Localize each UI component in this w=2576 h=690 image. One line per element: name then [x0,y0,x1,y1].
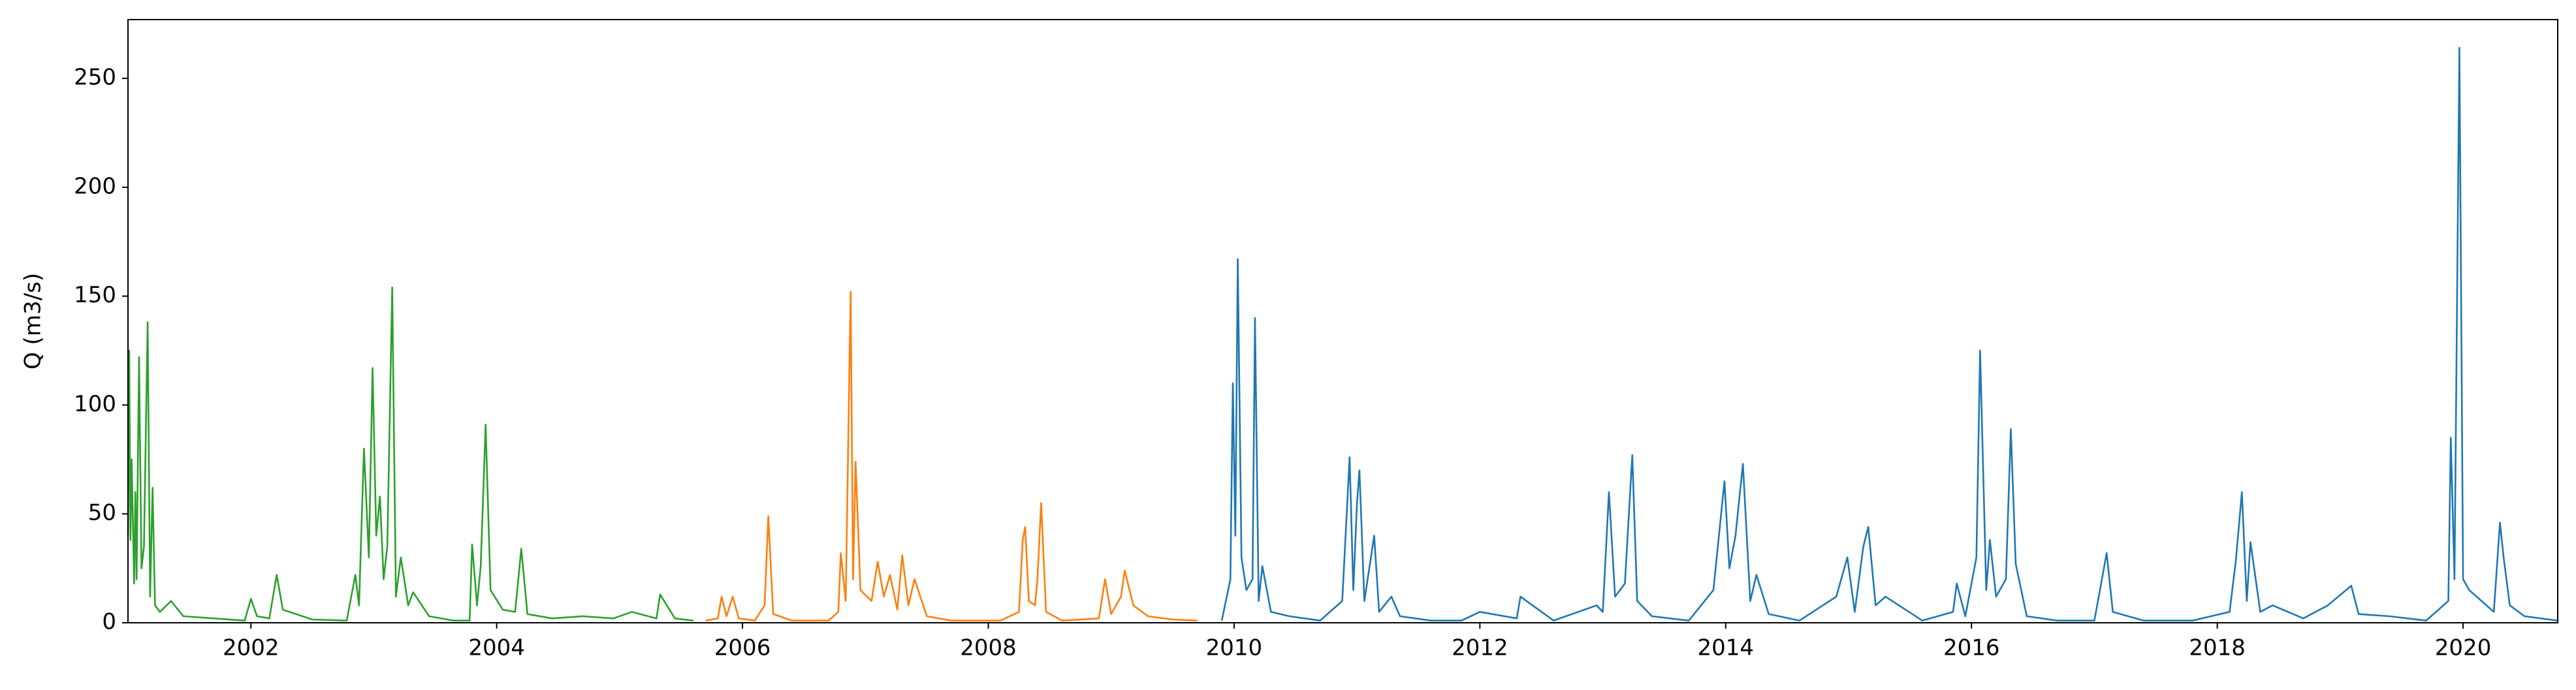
x-tick-label: 2002 [223,635,279,661]
x-tick-label: 2012 [1452,635,1508,661]
x-tick-label: 2018 [2189,635,2246,661]
x-tick-label: 2004 [468,635,525,661]
x-tick-label: 2008 [960,635,1017,661]
y-tick-label: 100 [74,391,116,417]
x-tick-label: 2016 [1943,635,2000,661]
y-tick-label: 250 [74,65,116,91]
x-tick-label: 2020 [2435,635,2492,661]
y-tick-label: 50 [88,500,116,526]
series-line [1220,47,2558,621]
x-tick-label: 2014 [1698,635,1755,661]
x-tick-label: 2010 [1206,635,1263,661]
x-tick-label: 2006 [714,635,771,661]
plot-frame [127,19,2558,623]
y-tick-label: 200 [74,173,116,199]
y-tick-label: 0 [102,609,116,635]
y-axis-label: Q (m3/s) [20,273,46,369]
series-line [127,287,693,621]
y-tick-label: 150 [74,282,116,308]
series-line [705,290,1198,621]
